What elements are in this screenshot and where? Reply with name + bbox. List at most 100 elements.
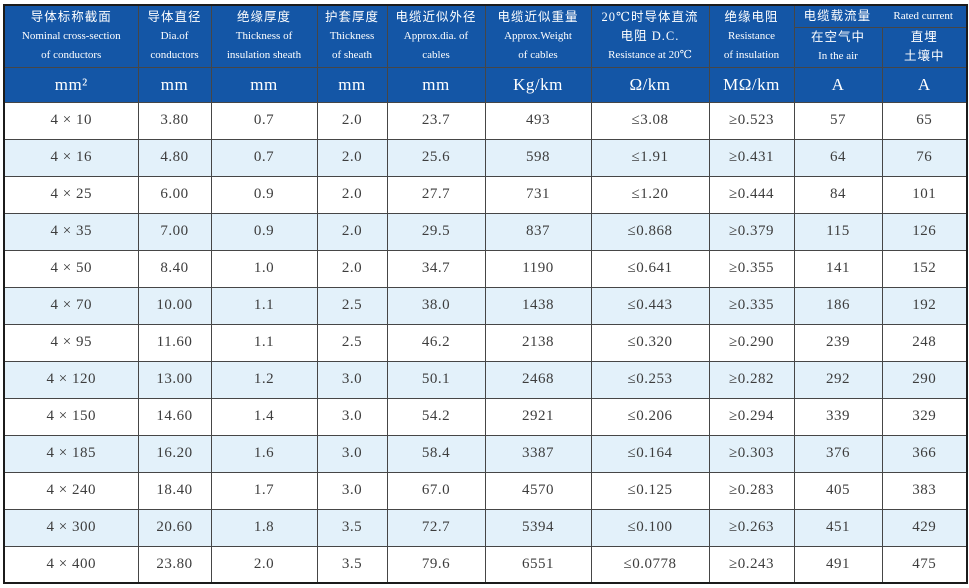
unit-cell: A xyxy=(881,66,968,103)
value-cell: 27.7 xyxy=(386,175,486,214)
header-line-zh: 土壤中 xyxy=(904,49,945,63)
table-row: 4 × 50 8.40 1.0 2.0 34.7 1190 ≤0.641 ≥0.355 141 1… xyxy=(3,249,968,288)
value-cell: 192 xyxy=(881,286,968,325)
value-cell: 248 xyxy=(881,323,968,362)
col-header-insulation-thickness: 绝缘厚度 Thickness of insulation sheath xyxy=(210,4,318,68)
header-line-en: Thickness of xyxy=(235,29,293,42)
header-line-zh: 在空气中 xyxy=(810,30,865,44)
value-cell: 292 xyxy=(793,360,883,399)
unit-cell: mm xyxy=(386,66,486,103)
value-cell: ≥0.283 xyxy=(708,471,795,510)
header-row-subtitles: 在空气中 In the air 直埋 土壤中 xyxy=(4,26,968,68)
table-row: 4 × 25 6.00 0.9 2.0 27.7 731 ≤1.20 ≥0.444 84 101 xyxy=(3,175,968,214)
cross-section-cell: 4 × 400 xyxy=(3,545,139,584)
value-cell: 1.1 xyxy=(210,323,318,362)
value-cell: 3.0 xyxy=(316,434,388,473)
col-header-conductor-diameter: 导体直径 Dia.of conductors xyxy=(137,4,212,68)
value-cell: 0.7 xyxy=(210,101,318,140)
value-cell: ≥0.523 xyxy=(708,101,795,140)
value-cell: 339 xyxy=(793,397,883,436)
col-header-buried-soil: 直埋 土壤中 xyxy=(881,26,968,68)
col-header-approx-weight: 电缆近似重量 Approx.Weight of cables xyxy=(484,4,592,68)
unit-cell: mm xyxy=(210,66,318,103)
rated-current-group-labels: 电缆载流量 Rated current xyxy=(795,7,966,26)
value-cell: 126 xyxy=(881,212,968,251)
col-header-nominal-cross-section: 导体标称截面 Nominal cross-section of conducto… xyxy=(3,4,139,68)
unit-cell: mm xyxy=(137,66,212,103)
value-cell: 11.60 xyxy=(137,323,212,362)
table-row: 4 × 16 4.80 0.7 2.0 25.6 598 ≤1.91 ≥0.431 64 76 xyxy=(3,138,968,177)
value-cell: ≤1.20 xyxy=(590,175,710,214)
value-cell: 1.7 xyxy=(210,471,318,510)
header-line-zh: 电缆近似外径 xyxy=(395,9,477,24)
value-cell: ≤0.253 xyxy=(590,360,710,399)
value-cell: 6551 xyxy=(484,545,592,584)
cross-section-cell: 4 × 95 xyxy=(3,323,139,362)
value-cell: 475 xyxy=(881,545,968,584)
value-cell: 0.7 xyxy=(210,138,318,177)
col-header-approx-diameter: 电缆近似外径 Approx.dia. of cables xyxy=(386,4,486,68)
header-line-en: Approx.dia. of xyxy=(403,29,469,42)
header-line-zh: 电阻 D.C. xyxy=(620,28,680,43)
value-cell: 79.6 xyxy=(386,545,486,584)
value-cell: 2.0 xyxy=(316,249,388,288)
unit-cell: MΩ/km xyxy=(708,66,795,103)
header-row-units: mm² mm mm mm mm Kg/km Ω/km MΩ/km A A xyxy=(3,66,968,103)
value-cell: 598 xyxy=(484,138,592,177)
value-cell: 2.5 xyxy=(316,286,388,325)
value-cell: 13.00 xyxy=(137,360,212,399)
value-cell: 1.2 xyxy=(210,360,318,399)
value-cell: 46.2 xyxy=(386,323,486,362)
header-line-en: Resistance xyxy=(727,29,776,42)
value-cell: 2.0 xyxy=(316,138,388,177)
value-cell: 405 xyxy=(793,471,883,510)
value-cell: 3.0 xyxy=(316,471,388,510)
header-line-en: Approx.Weight xyxy=(504,29,572,42)
value-cell: 4.80 xyxy=(137,138,212,177)
table-row: 4 × 240 18.40 1.7 3.0 67.0 4570 ≤0.125 ≥0.283 40… xyxy=(3,471,968,510)
value-cell: 837 xyxy=(484,212,592,251)
value-cell: ≤0.125 xyxy=(590,471,710,510)
value-cell: 429 xyxy=(881,508,968,547)
table-row: 4 × 120 13.00 1.2 3.0 50.1 2468 ≤0.253 ≥0.282 29… xyxy=(3,360,968,399)
value-cell: ≤0.206 xyxy=(590,397,710,436)
value-cell: 2.0 xyxy=(210,545,318,584)
value-cell: 1.4 xyxy=(210,397,318,436)
value-cell: 72.7 xyxy=(386,508,486,547)
value-cell: 2.0 xyxy=(316,212,388,251)
value-cell: 491 xyxy=(793,545,883,584)
value-cell: 1438 xyxy=(484,286,592,325)
value-cell: 152 xyxy=(881,249,968,288)
value-cell: ≥0.282 xyxy=(708,360,795,399)
value-cell: 186 xyxy=(793,286,883,325)
value-cell: ≤0.868 xyxy=(590,212,710,251)
value-cell: 493 xyxy=(484,101,592,140)
header-line-en: Dia.of xyxy=(160,29,189,42)
value-cell: 290 xyxy=(881,360,968,399)
value-cell: 376 xyxy=(793,434,883,473)
value-cell: 2.5 xyxy=(316,323,388,362)
col-header-dc-resistance: 20℃时导体直流 电阻 D.C. Resistance at 20℃ xyxy=(590,4,710,68)
table-row: 4 × 70 10.00 1.1 2.5 38.0 1438 ≤0.443 ≥0.335 186… xyxy=(3,286,968,325)
value-cell: 329 xyxy=(881,397,968,436)
header-line-en: conductors xyxy=(150,48,199,61)
header-line-en: Nominal cross-section xyxy=(21,29,121,42)
header-line-en: Resistance at 20℃ xyxy=(608,48,692,61)
value-cell: 23.80 xyxy=(137,545,212,584)
value-cell: 5394 xyxy=(484,508,592,547)
header-line-en: of insulation xyxy=(723,48,780,61)
value-cell: 1.8 xyxy=(210,508,318,547)
unit-cell: A xyxy=(793,66,883,103)
table-header: 导体标称截面 Nominal cross-section of conducto… xyxy=(3,4,968,103)
header-line-zh: 电缆近似重量 xyxy=(497,9,579,24)
header-line-zh: 20℃时导体直流 xyxy=(601,9,699,24)
value-cell: 141 xyxy=(793,249,883,288)
value-cell: 1190 xyxy=(484,249,592,288)
value-cell: 10.00 xyxy=(137,286,212,325)
unit-cell: Kg/km xyxy=(484,66,592,103)
value-cell: 3.80 xyxy=(137,101,212,140)
value-cell: 23.7 xyxy=(386,101,486,140)
header-line-zh: 绝缘厚度 xyxy=(236,9,291,24)
value-cell: ≥0.444 xyxy=(708,175,795,214)
value-cell: ≥0.379 xyxy=(708,212,795,251)
